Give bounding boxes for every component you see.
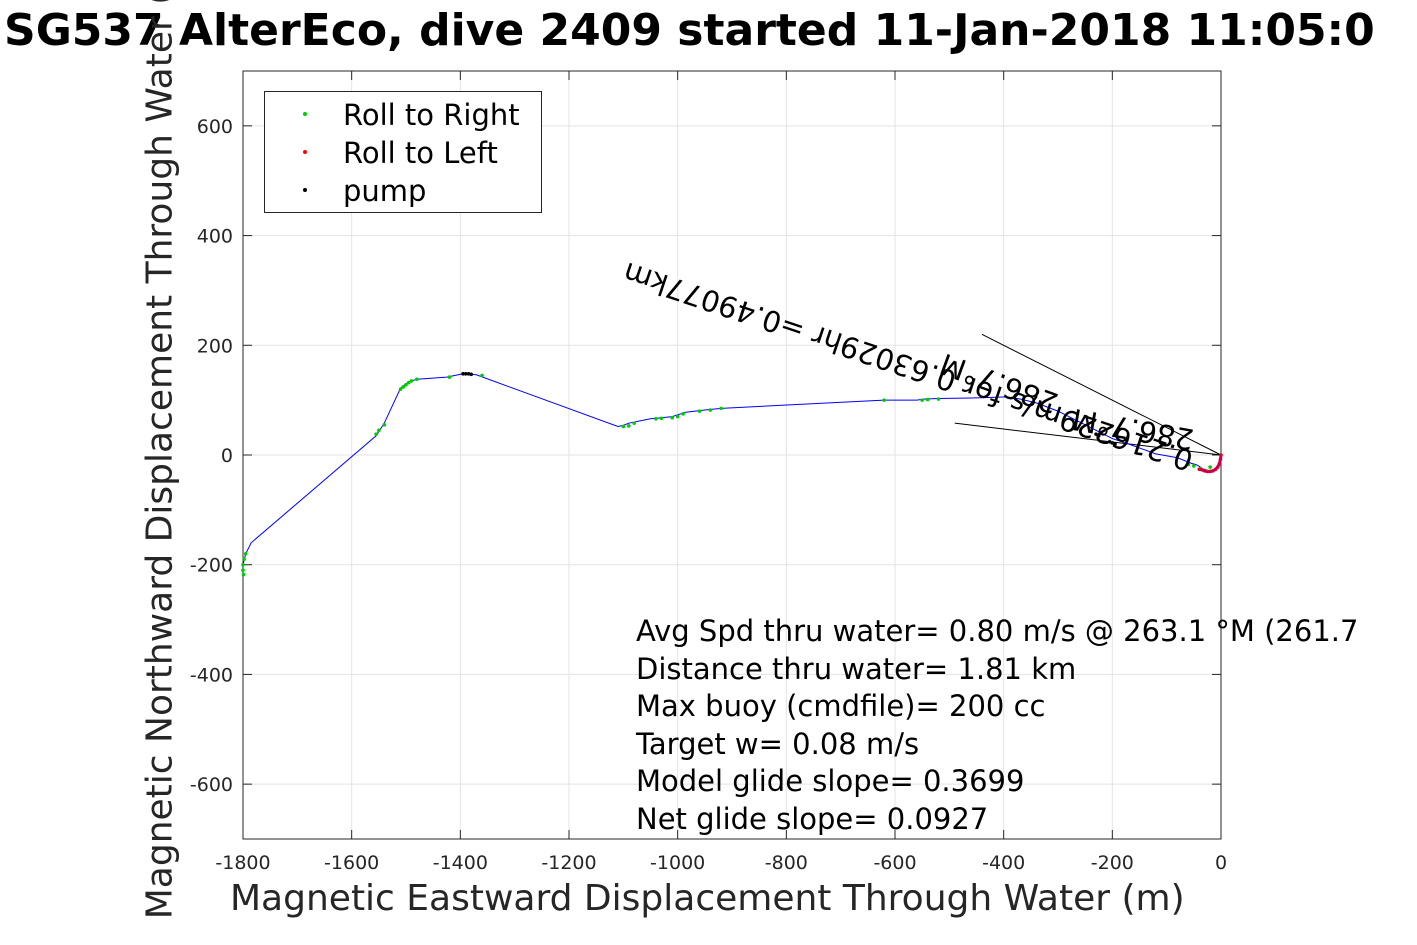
pump-point (463, 372, 468, 376)
roll-right-point (626, 424, 631, 428)
roll-right-point (409, 379, 414, 383)
stat-max-buoy: Max buoy (cmdfile)= 200 cc (636, 689, 1046, 723)
green-dot-icon (303, 112, 307, 116)
legend-item-pump: pump (265, 172, 541, 210)
y-tick-label: -400 (190, 664, 233, 686)
stats-annotation: Avg Spd thru water= 0.80 m/s @ 263.1 °M … (636, 613, 1358, 838)
x-tick-label: -400 (982, 852, 1025, 874)
stat-distance: Distance thru water= 1.81 km (636, 651, 1077, 686)
legend-item-roll-left: Roll to Left (265, 134, 541, 172)
pump-point (469, 372, 474, 377)
pump-points (461, 372, 1117, 446)
stat-avg-speed: Avg Spd thru water= 0.80 m/s @ 263.1 °M … (636, 614, 1359, 648)
x-tick-label: -1600 (324, 852, 379, 874)
pump-point (1096, 434, 1101, 438)
x-tick-label: -1000 (650, 852, 705, 874)
roll-right-points (241, 373, 1212, 577)
roll-right-point (404, 382, 408, 387)
roll-right-point (243, 551, 248, 556)
legend-item-roll-right: Roll to Right (265, 96, 541, 134)
stat-net-glide: Net glide slope= 0.0927 (636, 801, 989, 836)
roll-right-point (241, 562, 245, 567)
x-tick-label: -1800 (215, 852, 270, 874)
legend-label: Roll to Left (343, 136, 498, 170)
y-tick-label: -600 (190, 774, 233, 796)
stat-model-glide: Model glide slope= 0.3699 (636, 764, 1025, 798)
x-tick-label: 0 (1215, 852, 1227, 874)
roll-right-point (675, 414, 680, 419)
current-vector-line (981, 333, 1222, 456)
y-tick-label: -200 (190, 555, 233, 577)
pump-point (1110, 441, 1115, 445)
roll-right-point (415, 377, 419, 382)
black-dot-icon (303, 188, 307, 192)
roll-right-point (632, 421, 636, 425)
roll-right-point (242, 557, 246, 562)
roll-right-point (447, 375, 452, 379)
roll-right-point (681, 412, 685, 416)
stat-target-w: Target w= 0.08 m/s (636, 726, 920, 761)
roll-right-point (659, 416, 664, 421)
legend: Roll to Right Roll to Left pump (264, 91, 542, 213)
roll-right-point (719, 406, 723, 411)
roll-right-point (1208, 465, 1212, 469)
roll-right-point (480, 373, 484, 378)
roll-right-point (1192, 464, 1196, 468)
pump-point (1107, 440, 1112, 444)
roll-right-point (708, 408, 713, 412)
roll-right-point (936, 397, 941, 401)
roll-right-point (377, 428, 381, 433)
roll-right-point (621, 424, 626, 429)
roll-right-point (374, 432, 378, 436)
red-dot-icon (303, 150, 307, 154)
roll-right-point (1186, 462, 1191, 467)
y-tick-label: 600 (197, 116, 233, 138)
y-tick-label: 400 (197, 226, 233, 248)
roll-right-point (654, 416, 658, 421)
roll-right-point (401, 385, 406, 389)
roll-left-path (1198, 454, 1223, 473)
y-ticks: -600 -400 -200 0 200 400 600 (190, 116, 1221, 796)
x-ticks: -1800 -1600 -1400 -1200 -1000 -800 -600 -400 -20… (215, 71, 1227, 874)
y-tick-label: 0 (221, 445, 233, 467)
roll-right-point (398, 387, 403, 391)
pump-point (461, 372, 465, 376)
x-tick-label: -200 (1091, 852, 1134, 874)
pump-point (466, 372, 471, 376)
chart-title: SG537 AlterEco, dive 2409 started 11-Jan… (4, 5, 1375, 56)
x-tick-label: -800 (765, 852, 808, 874)
pump-point (1113, 442, 1117, 446)
current-vector-line (954, 422, 1222, 456)
y-tick-label: 200 (197, 335, 233, 357)
roll-right-point (925, 397, 930, 402)
roll-right-point (241, 568, 245, 572)
x-tick-label: -1400 (433, 852, 488, 874)
pump-point (1094, 432, 1098, 436)
roll-right-point (382, 423, 387, 427)
roll-right-point (406, 380, 411, 385)
legend-label: Roll to Right (343, 98, 520, 132)
y-axis-label: Magnetic Northward Displacement Through … (139, 0, 181, 920)
legend-label: pump (343, 174, 427, 208)
roll-right-point (882, 398, 886, 402)
roll-right-point (920, 398, 924, 402)
roll-right-point (241, 572, 246, 577)
x-tick-label: -1200 (541, 852, 596, 874)
roll-right-point (670, 415, 675, 420)
roll-right-point (697, 409, 702, 413)
x-tick-label: -600 (873, 852, 916, 874)
x-axis-label: Magnetic Eastward Displacement Through W… (230, 878, 1185, 919)
